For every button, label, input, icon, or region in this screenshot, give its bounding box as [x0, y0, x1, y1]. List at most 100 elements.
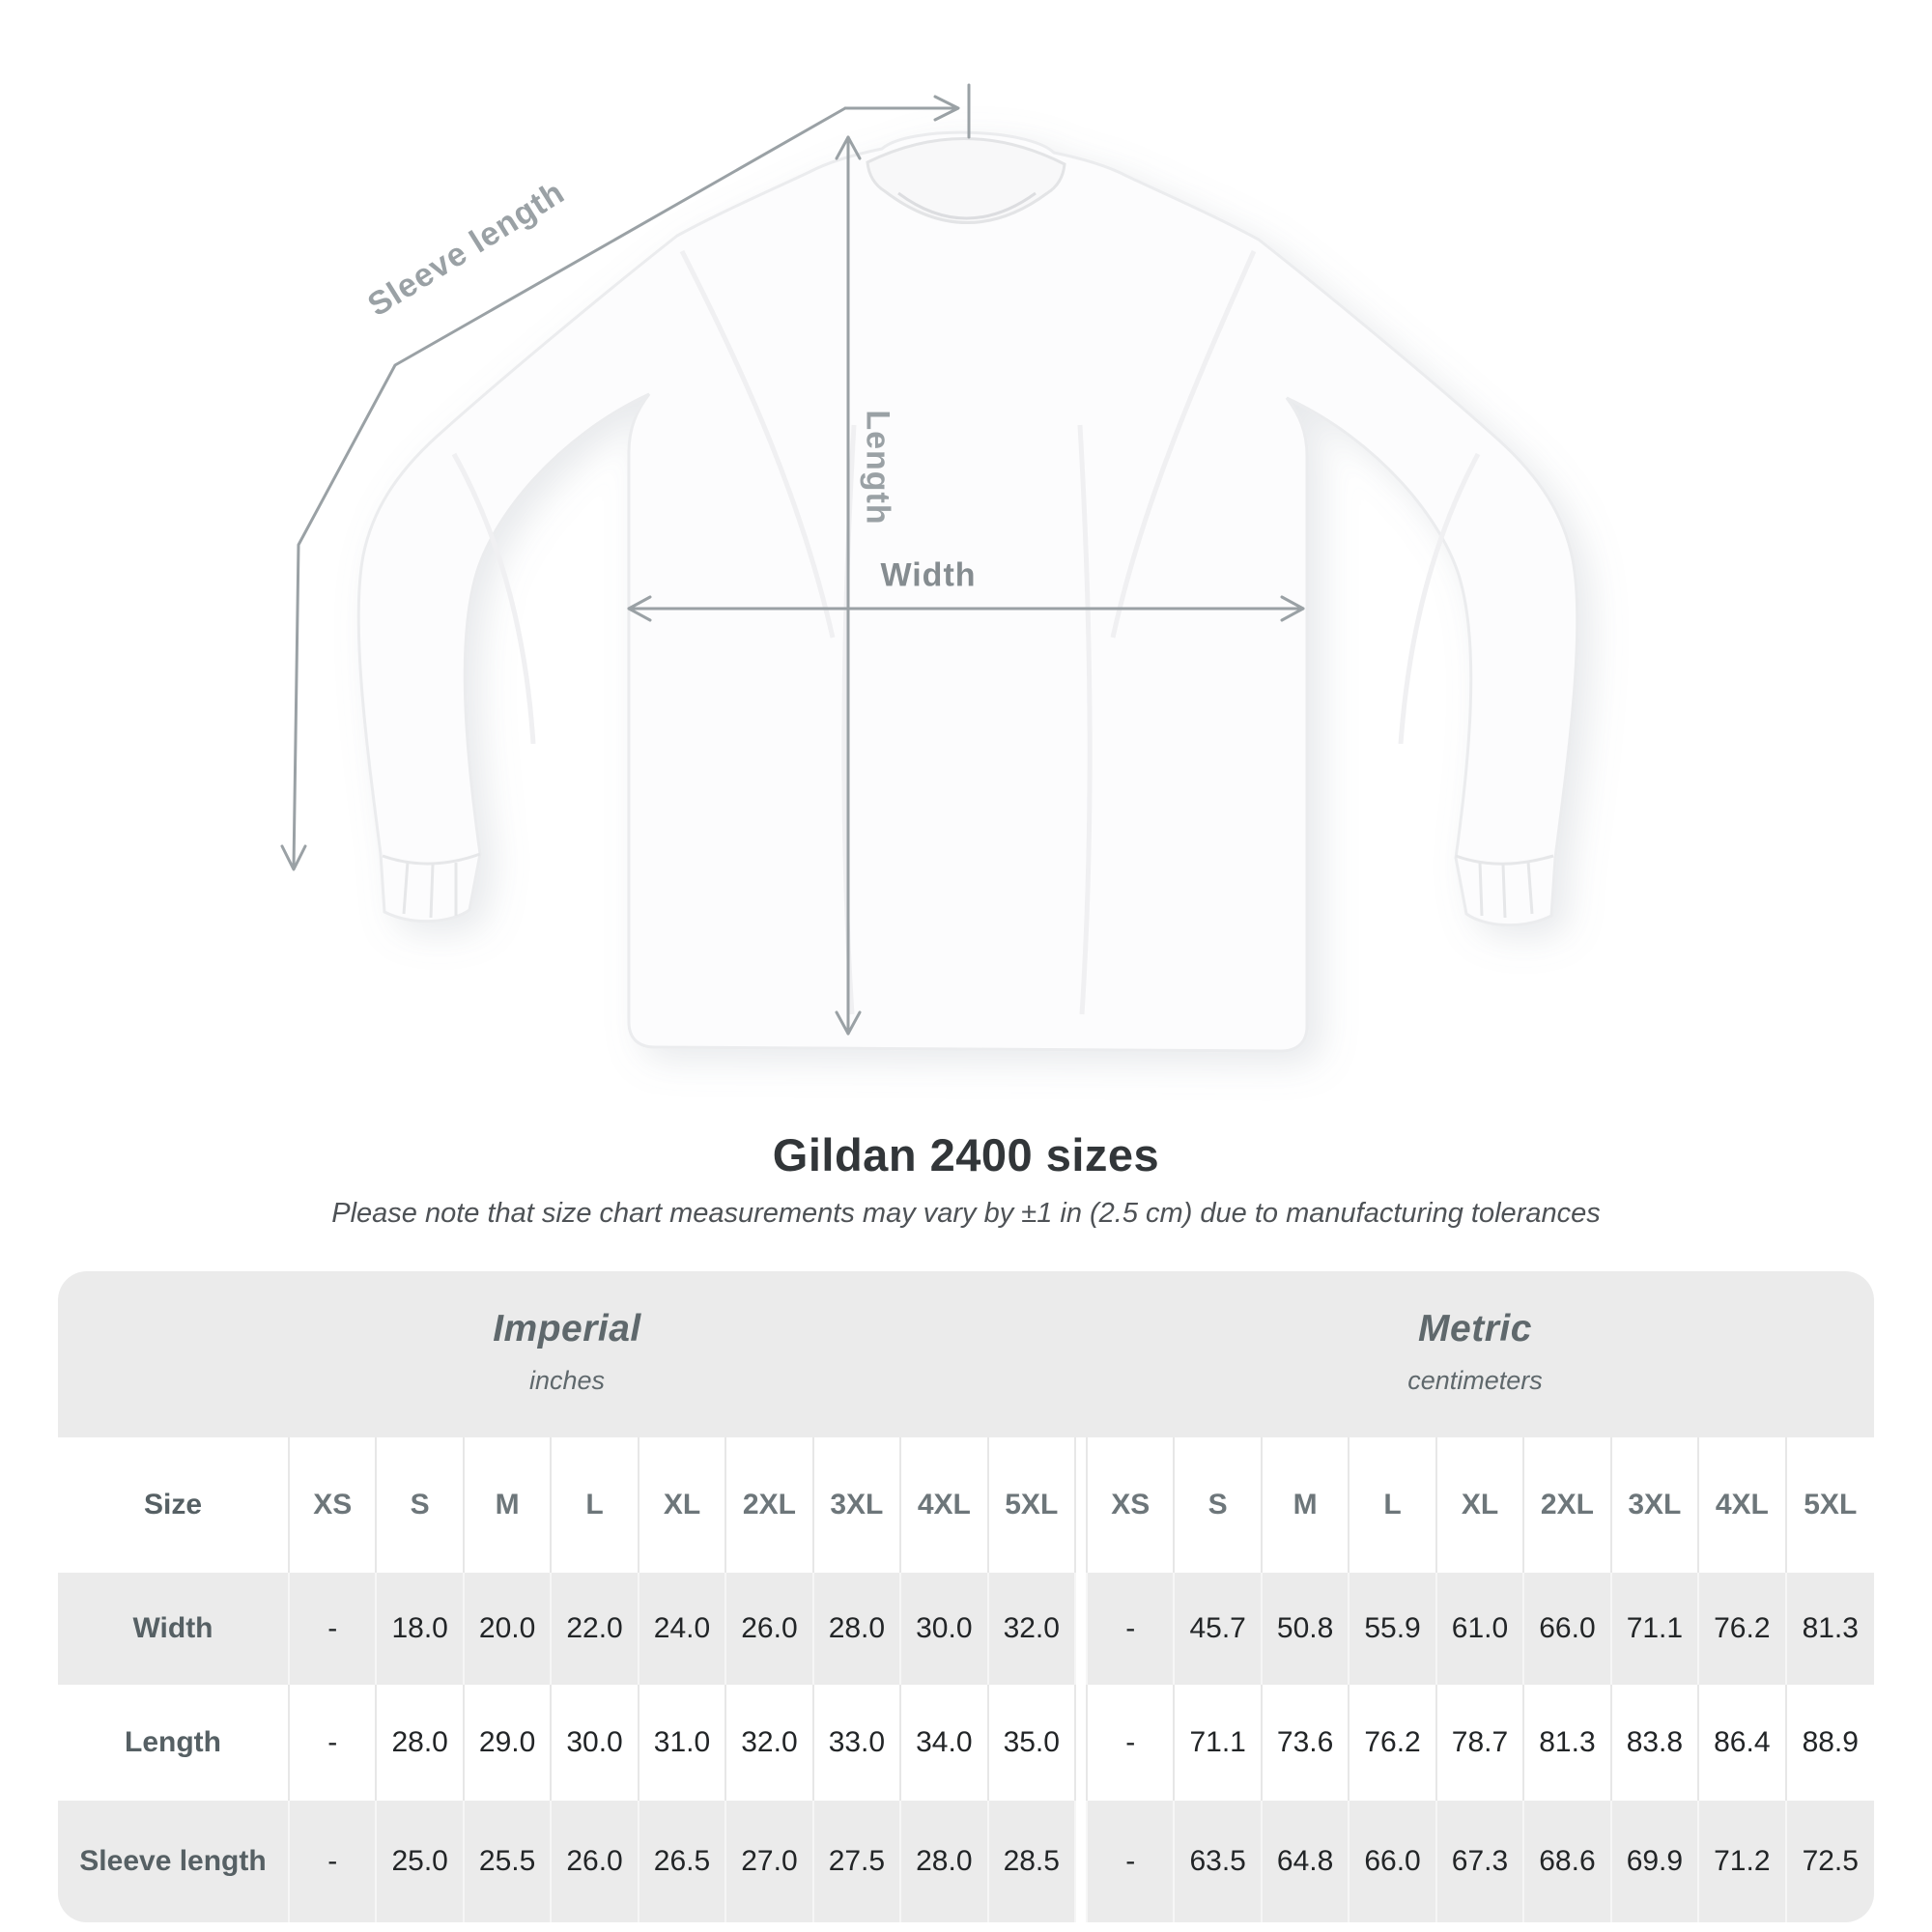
value-cell: 35.0	[988, 1685, 1076, 1801]
size-table: Imperial inches Metric centimeters Size …	[58, 1271, 1874, 1922]
value-cell: 76.2	[1350, 1685, 1437, 1801]
size-col-header: XS	[290, 1437, 378, 1573]
group-divider	[1075, 1801, 1088, 1922]
value-cell: 83.8	[1611, 1685, 1700, 1801]
imperial-group-name: Imperial	[493, 1307, 641, 1350]
width-label: Width	[880, 556, 977, 594]
value-cell: -	[1087, 1801, 1176, 1922]
page-title: Gildan 2400 sizes	[772, 1129, 1160, 1180]
size-col-header: 2XL	[726, 1437, 814, 1573]
value-cell: 68.6	[1524, 1801, 1612, 1922]
size-col-header: S	[1175, 1437, 1263, 1573]
value-cell: 81.3	[1524, 1685, 1612, 1801]
imperial-group-header: Imperial inches	[58, 1271, 1076, 1437]
size-col-header: 3XL	[1611, 1437, 1700, 1573]
size-col-header: 3XL	[813, 1437, 902, 1573]
value-cell: 88.9	[1786, 1685, 1874, 1801]
value-cell: 20.0	[464, 1573, 553, 1685]
value-cell: 22.0	[552, 1573, 639, 1685]
row-label: Sleeve length	[58, 1801, 290, 1922]
group-divider	[1075, 1573, 1088, 1685]
metric-group-unit: centimeters	[1407, 1365, 1543, 1395]
group-divider	[1075, 1437, 1088, 1573]
tolerance-note: Please note that size chart measurements…	[331, 1198, 1601, 1229]
value-cell: 45.7	[1175, 1573, 1263, 1685]
value-cell: 73.6	[1262, 1685, 1350, 1801]
size-col-header: M	[1262, 1437, 1350, 1573]
shirt-diagram-canvas	[280, 83, 1579, 1053]
value-cell: -	[290, 1801, 378, 1922]
value-cell: 28.0	[901, 1801, 989, 1922]
size-header-label: Size	[58, 1437, 290, 1573]
value-cell: 27.5	[813, 1801, 902, 1922]
value-cell: 55.9	[1350, 1573, 1437, 1685]
sleeve-length-measure-line	[280, 106, 847, 871]
value-cell: 32.0	[726, 1685, 814, 1801]
value-cell: 29.0	[464, 1685, 553, 1801]
value-cell: 26.0	[552, 1801, 639, 1922]
value-cell: 86.4	[1699, 1685, 1787, 1801]
size-col-header: L	[1350, 1437, 1437, 1573]
value-cell: 18.0	[377, 1573, 465, 1685]
value-cell: 76.2	[1699, 1573, 1787, 1685]
value-cell: 26.5	[639, 1801, 727, 1922]
value-cell: 66.0	[1350, 1801, 1437, 1922]
value-cell: 71.1	[1175, 1685, 1263, 1801]
value-cell: 32.0	[988, 1573, 1076, 1685]
shirt-size-diagram: Sleeve length Length Width	[280, 83, 1579, 1053]
metric-group-name: Metric	[1418, 1307, 1532, 1350]
value-cell: 81.3	[1786, 1573, 1874, 1685]
value-cell: 64.8	[1262, 1801, 1350, 1922]
value-cell: 72.5	[1786, 1801, 1874, 1922]
width-measure-line	[627, 595, 1305, 622]
size-col-header: S	[377, 1437, 465, 1573]
metric-group-header: Metric centimeters	[1075, 1271, 1874, 1437]
size-col-header: 4XL	[1699, 1437, 1787, 1573]
size-col-header: L	[552, 1437, 639, 1573]
shirt-illustration	[356, 130, 1579, 1053]
top-reference-line	[843, 83, 971, 139]
value-cell: 28.0	[813, 1573, 902, 1685]
value-cell: 24.0	[639, 1573, 727, 1685]
length-measure-line	[835, 135, 862, 1036]
size-col-header: 5XL	[1786, 1437, 1874, 1573]
value-cell: 78.7	[1436, 1685, 1525, 1801]
value-cell: 67.3	[1436, 1801, 1525, 1922]
value-cell: 71.2	[1699, 1801, 1787, 1922]
size-col-header: 4XL	[901, 1437, 989, 1573]
value-cell: 50.8	[1262, 1573, 1350, 1685]
value-cell: 25.5	[464, 1801, 553, 1922]
value-cell: 27.0	[726, 1801, 814, 1922]
value-cell: 63.5	[1175, 1801, 1263, 1922]
value-cell: 66.0	[1524, 1573, 1612, 1685]
size-col-header: XL	[639, 1437, 727, 1573]
value-cell: -	[1087, 1685, 1176, 1801]
value-cell: -	[290, 1685, 378, 1801]
size-col-header: M	[464, 1437, 553, 1573]
value-cell: 30.0	[552, 1685, 639, 1801]
row-label: Length	[58, 1685, 290, 1801]
value-cell: 25.0	[377, 1801, 465, 1922]
value-cell: -	[1087, 1573, 1176, 1685]
value-cell: 26.0	[726, 1573, 814, 1685]
size-col-header: XL	[1436, 1437, 1525, 1573]
value-cell: 71.1	[1611, 1573, 1700, 1685]
value-cell: 31.0	[639, 1685, 727, 1801]
value-cell: 30.0	[901, 1573, 989, 1685]
value-cell: 61.0	[1436, 1573, 1525, 1685]
row-label: Width	[58, 1573, 290, 1685]
value-cell: 34.0	[901, 1685, 989, 1801]
value-cell: 69.9	[1611, 1801, 1700, 1922]
value-cell: -	[290, 1573, 378, 1685]
collar	[866, 137, 1066, 224]
size-col-header: 2XL	[1524, 1437, 1612, 1573]
size-col-header: 5XL	[988, 1437, 1076, 1573]
size-col-header: XS	[1087, 1437, 1176, 1573]
value-cell: 33.0	[813, 1685, 902, 1801]
measurement-lines	[280, 83, 1305, 1036]
cuff-seams	[382, 852, 1554, 919]
length-label: Length	[859, 410, 896, 526]
value-cell: 28.0	[377, 1685, 465, 1801]
group-divider	[1075, 1685, 1088, 1801]
